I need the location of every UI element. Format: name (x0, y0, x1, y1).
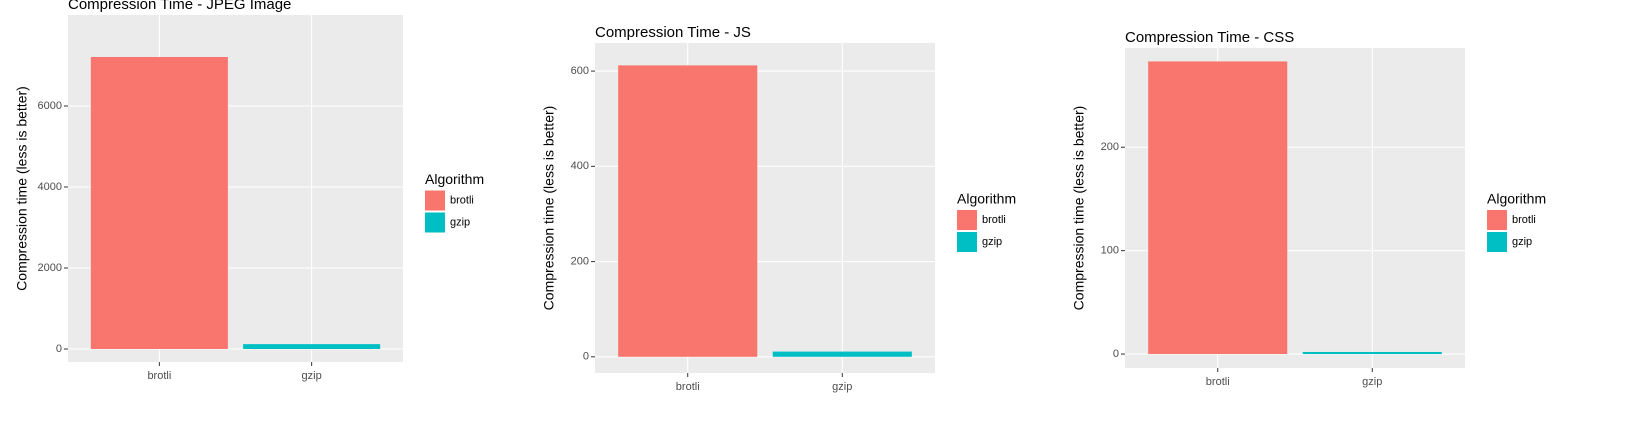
legend-label: gzip (982, 236, 1002, 248)
chart-title: Compression Time - CSS (1125, 29, 1294, 46)
y-tick-label: 200 (571, 255, 589, 267)
y-tick-label: 400 (571, 160, 589, 172)
x-tick-label: gzip (302, 370, 322, 382)
bar (90, 56, 228, 349)
y-axis-label: Compression time (less is better) (541, 106, 557, 311)
x-tick-label: gzip (1362, 376, 1382, 388)
legend-key (1487, 210, 1507, 230)
legend-label: brotli (982, 214, 1006, 226)
y-tick-label: 0 (583, 351, 589, 363)
y-tick-label: 0 (1113, 348, 1119, 360)
bar (1148, 61, 1288, 355)
x-tick-label: brotli (1206, 376, 1230, 388)
y-axis-label: Compression time (less is better) (1071, 106, 1087, 311)
y-tick-label: 2000 (38, 262, 62, 274)
y-tick-label: 200 (1101, 141, 1119, 153)
x-tick-label: gzip (832, 381, 852, 393)
x-tick-label: brotli (676, 381, 700, 393)
chart-title: Compression Time - JPEG Image (68, 0, 291, 13)
legend-label: gzip (450, 216, 470, 228)
y-tick-label: 6000 (38, 100, 62, 112)
y-tick-label: 100 (1101, 245, 1119, 257)
legend-label: gzip (1512, 236, 1532, 248)
legend-key (1487, 232, 1507, 252)
legend-key (425, 212, 445, 233)
y-axis-label: Compression time (less is better) (14, 86, 30, 291)
y-tick-label: 600 (571, 65, 589, 77)
legend-title: Algorithm (957, 191, 1016, 207)
bar (772, 351, 912, 357)
y-tick-label: 4000 (38, 181, 62, 193)
legend-title: Algorithm (1487, 191, 1546, 207)
bar (243, 344, 381, 349)
legend-key (957, 210, 977, 230)
legend-title: Algorithm (425, 171, 484, 187)
legend-label: brotli (1512, 214, 1536, 226)
chart-title: Compression Time - JS (595, 24, 751, 41)
legend-label: brotli (450, 194, 474, 206)
y-tick-label: 0 (56, 343, 62, 355)
legend-key (425, 190, 445, 211)
x-tick-label: brotli (147, 370, 171, 382)
legend-key (957, 232, 977, 252)
bar (1302, 351, 1442, 355)
bar (618, 65, 758, 357)
